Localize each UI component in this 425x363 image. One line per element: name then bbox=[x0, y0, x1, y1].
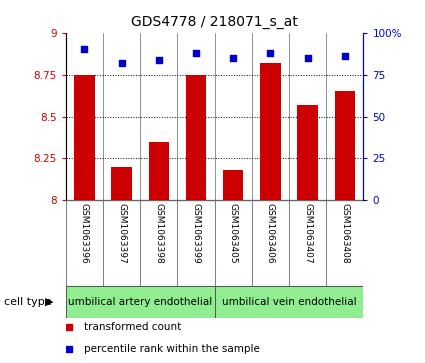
Text: ▶: ▶ bbox=[45, 297, 53, 307]
Point bbox=[156, 57, 162, 62]
Bar bbox=[74, 74, 95, 200]
Text: GSM1063407: GSM1063407 bbox=[303, 203, 312, 264]
Text: umbilical vein endothelial: umbilical vein endothelial bbox=[222, 297, 356, 307]
Bar bbox=[298, 105, 318, 200]
Text: GSM1063405: GSM1063405 bbox=[229, 203, 238, 264]
Point bbox=[341, 53, 348, 59]
Text: GSM1063399: GSM1063399 bbox=[192, 203, 201, 264]
Text: GSM1063397: GSM1063397 bbox=[117, 203, 126, 264]
Text: percentile rank within the sample: percentile rank within the sample bbox=[84, 343, 260, 354]
Bar bbox=[223, 170, 244, 200]
Bar bbox=[111, 167, 132, 200]
Point bbox=[118, 60, 125, 66]
Text: transformed count: transformed count bbox=[84, 322, 181, 332]
Bar bbox=[334, 91, 355, 200]
Point bbox=[193, 50, 199, 56]
Bar bbox=[66, 286, 215, 318]
Point bbox=[267, 50, 274, 56]
Text: GSM1063406: GSM1063406 bbox=[266, 203, 275, 264]
Bar bbox=[260, 63, 281, 200]
Point bbox=[304, 55, 311, 61]
Text: GSM1063408: GSM1063408 bbox=[340, 203, 349, 264]
Text: cell type: cell type bbox=[4, 297, 52, 307]
Title: GDS4778 / 218071_s_at: GDS4778 / 218071_s_at bbox=[131, 15, 298, 29]
Bar bbox=[149, 142, 169, 200]
Point bbox=[230, 55, 237, 61]
Bar bbox=[215, 286, 363, 318]
Point bbox=[81, 46, 88, 52]
Text: umbilical artery endothelial: umbilical artery endothelial bbox=[68, 297, 212, 307]
Text: GSM1063398: GSM1063398 bbox=[154, 203, 163, 264]
Bar bbox=[186, 74, 206, 200]
Text: GSM1063396: GSM1063396 bbox=[80, 203, 89, 264]
